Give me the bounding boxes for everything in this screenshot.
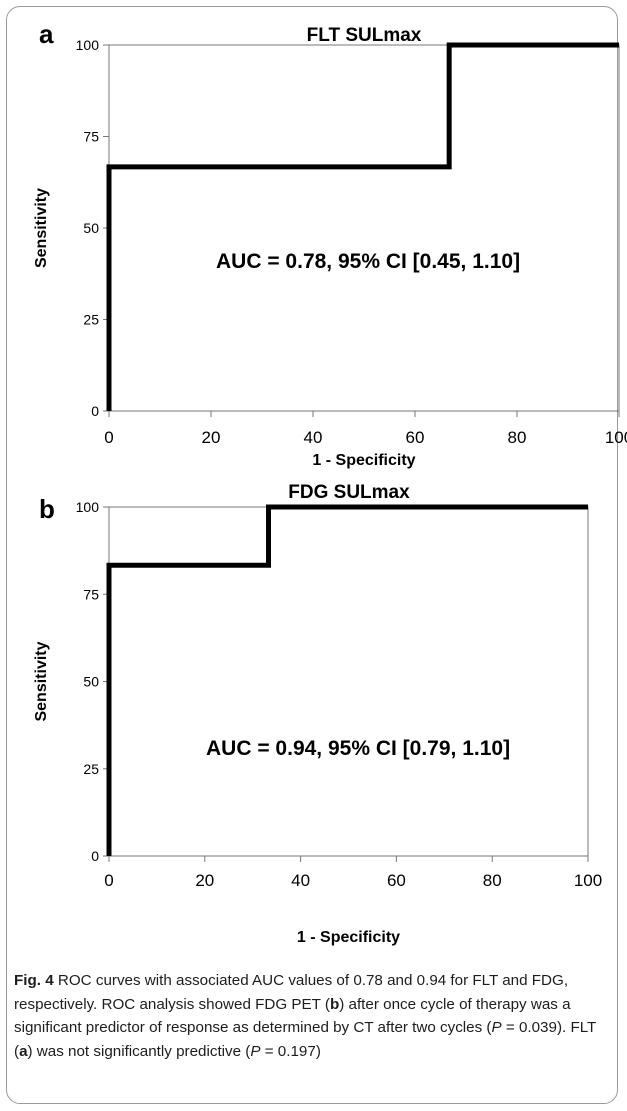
caption-run: P [250, 1042, 261, 1060]
chart-b-svg: b FDG SULmax 0 25 50 75 100 0 20 40 60 80 100 1 - Spe… [33, 482, 602, 946]
auc-annotation: AUC = 0.78, 95% CI [0.45, 1.10] [216, 250, 520, 273]
y-tick-label: 100 [76, 499, 100, 515]
y-tick-label: 25 [83, 312, 99, 328]
figure-caption: Fig. 4 ROC curves with associated AUC va… [14, 969, 614, 1063]
caption-run: b [329, 995, 340, 1013]
caption-run: a [19, 1042, 28, 1060]
x-axis-label: 1 - Specificity [312, 452, 415, 469]
x-tick-label: 100 [605, 428, 627, 447]
caption-run: ) after once cycle of therapy was a sign… [14, 995, 571, 1037]
panel-a: a FLT SULmax 0 25 50 75 100 0 20 40 60 80 100 1 - Spe… [0, 0, 627, 470]
y-axis-label: Sensitivity [33, 641, 50, 721]
panel-label: b [39, 494, 55, 524]
y-tick-label: 0 [91, 403, 99, 419]
caption-body: ROC curves with associated AUC values of… [14, 972, 596, 1060]
figure-frame [6, 6, 618, 1104]
x-tick-label: 40 [291, 871, 310, 890]
y-tick-label: 75 [83, 586, 99, 602]
y-tick-label: 75 [83, 129, 99, 145]
x-tick-label: 80 [483, 871, 502, 890]
x-tick-label: 100 [574, 871, 602, 890]
y-tick-label: 25 [83, 761, 99, 777]
y-tick-label: 50 [83, 674, 99, 690]
roc-curve-line [106, 504, 588, 856]
y-tick-label: 0 [91, 848, 99, 864]
caption-run: ROC curves with associated AUC values of… [14, 972, 569, 1013]
panel-b: b FDG SULmax 0 25 50 75 100 0 20 40 60 80 100 1 - Spe… [0, 470, 627, 950]
chart-a-svg: a FLT SULmax 0 25 50 75 100 0 20 40 60 80 100 1 - Spe… [33, 19, 627, 469]
auc-annotation: AUC = 0.94, 95% CI [0.79, 1.10] [206, 737, 510, 760]
x-tick-label: 0 [104, 871, 113, 890]
x-tick-label: 60 [406, 428, 425, 447]
chart-title: FDG SULmax [288, 482, 410, 503]
x-tick-label: 80 [508, 428, 527, 447]
chart-title: FLT SULmax [307, 25, 422, 46]
plot-area-border [108, 44, 620, 412]
x-tick-label: 60 [387, 871, 406, 890]
caption-run: = 0.197) [260, 1042, 321, 1060]
y-tick-label: 50 [83, 220, 99, 236]
caption-label: Fig. 4 [14, 972, 54, 989]
x-tick-label: 20 [195, 871, 214, 890]
panel-label: a [39, 19, 54, 49]
x-tick-label: 0 [104, 428, 113, 447]
x-tick-label: 20 [202, 428, 221, 447]
plot-area-border [108, 506, 589, 857]
caption-run: P [491, 1019, 502, 1037]
y-tick-label: 100 [76, 37, 100, 53]
y-axis-label: Sensitivity [33, 188, 50, 268]
x-tick-label: 40 [304, 428, 323, 447]
caption-run: ) was not significantly predictive ( [27, 1042, 251, 1060]
caption-run: = 0.039). FLT ( [14, 1019, 597, 1060]
x-axis-label: 1 - Specificity [297, 929, 400, 946]
roc-curve-line [106, 42, 619, 411]
